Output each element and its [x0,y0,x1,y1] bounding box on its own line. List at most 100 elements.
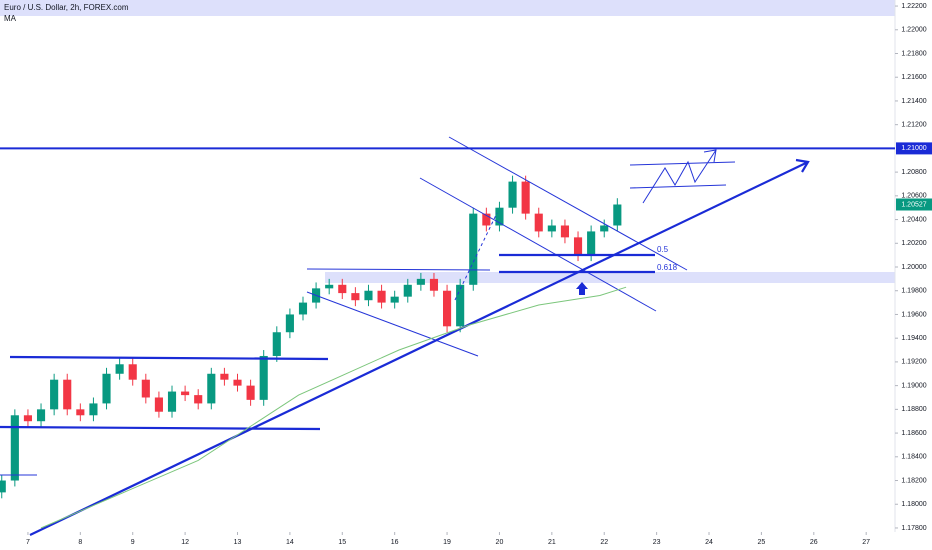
x-tick-label: 24 [705,539,713,546]
candle-body [521,181,530,214]
y-tick-label: 1.19600 [901,311,926,318]
candle-body [587,231,596,256]
candle-body [600,225,609,232]
candle-body [259,355,268,400]
x-tick-label: 27 [862,539,870,546]
x-tick-label: 23 [653,539,661,546]
x-tick-label: 20 [496,539,504,546]
range-top [9,355,329,361]
ma-line [40,286,627,529]
candle-body [429,278,439,291]
candle-body [534,213,543,232]
support-zone [325,272,895,283]
candle-body [154,397,163,412]
candle-body [298,302,308,315]
candle-body [377,290,386,303]
candle-body [338,284,347,294]
y-tick-label: 1.20400 [901,216,926,223]
candle-body [246,385,255,400]
x-tick-label: 16 [391,539,399,546]
candle-body [23,415,33,422]
candle-body [364,290,373,301]
candle-body [102,373,111,404]
y-tick-label: 1.19800 [901,288,926,295]
x-tick-label: 8 [78,539,82,546]
y-tick-label: 1.18600 [901,430,926,437]
arrowhead [703,149,717,163]
y-tick-label: 1.21600 [901,74,926,81]
candle-body [547,225,556,232]
candle-body [469,213,478,285]
y-tick-label: 1.18400 [901,454,926,461]
candle-body [194,395,203,404]
candle-body [285,314,294,333]
x-tick-label: 12 [181,539,189,546]
candle-body [141,379,150,398]
x-tick-label: 21 [548,539,556,546]
candle-body [495,207,504,226]
candle-body [167,391,177,412]
projection-line [629,184,727,189]
candle-body [89,403,98,416]
y-tick-label: 1.22000 [901,27,926,34]
y-tick-label: 1.21200 [901,122,926,129]
range-bottom [0,425,321,431]
x-tick-label: 26 [810,539,818,546]
candle-body [10,415,19,481]
y-tick-label: 1.20800 [901,169,926,176]
candle-body [233,379,242,386]
up-arrow [576,282,588,295]
candle-body [325,284,334,289]
candle-body [115,364,124,374]
candle-body [573,237,583,256]
y-tick-label: 1.20600 [901,193,926,200]
x-tick-label: 13 [234,539,242,546]
fib-label: 0.618 [657,263,678,272]
channel-line [419,177,657,312]
last-price-box [896,198,932,211]
x-tick-label: 22 [600,539,608,546]
channel-line [306,291,479,357]
x-tick-label: 19 [443,539,451,546]
candle-body [220,373,229,380]
y-tick-label: 1.19200 [901,359,926,366]
y-tick-label: 1.19400 [901,335,926,342]
y-tick-label: 1.20200 [901,240,926,247]
candle-body [128,364,137,380]
candle-body [76,409,85,416]
y-tick-label: 1.17800 [901,525,926,532]
candle-body [351,293,360,301]
candle-body [207,373,216,404]
y-tick-label: 1.18200 [901,477,926,484]
candle-body [508,181,517,208]
y-tick-label: 1.22200 [901,3,926,10]
chart-title: Euro / U.S. Dollar, 2h, FOREX.com [4,3,129,12]
candle-body [181,391,190,396]
indicator-label: MA [4,14,17,23]
candle-body [272,332,281,356]
candle-body [403,284,412,297]
candle-body [390,296,399,303]
dashed-line [454,212,498,301]
drawings [0,136,810,536]
level-label: 1.21000 [901,145,926,152]
candle-body [416,278,425,285]
projection-path [642,149,717,204]
channel-line [448,136,688,271]
candle-body [456,284,465,327]
candle-body [36,409,46,422]
arrowhead [795,158,810,173]
level-label-box [896,142,932,155]
projection-line [629,161,736,166]
trendline [29,161,809,536]
last-price-label: 1.20527 [901,201,926,208]
y-tick-label: 1.18000 [901,501,926,508]
x-tick-label: 14 [286,539,294,546]
y-tick-label: 1.21400 [901,98,926,105]
fib-label: 0.5 [657,245,669,254]
candle-body [0,480,6,493]
x-tick-label: 25 [758,539,766,546]
channel-line [306,268,491,271]
x-tick-label: 7 [26,539,30,546]
